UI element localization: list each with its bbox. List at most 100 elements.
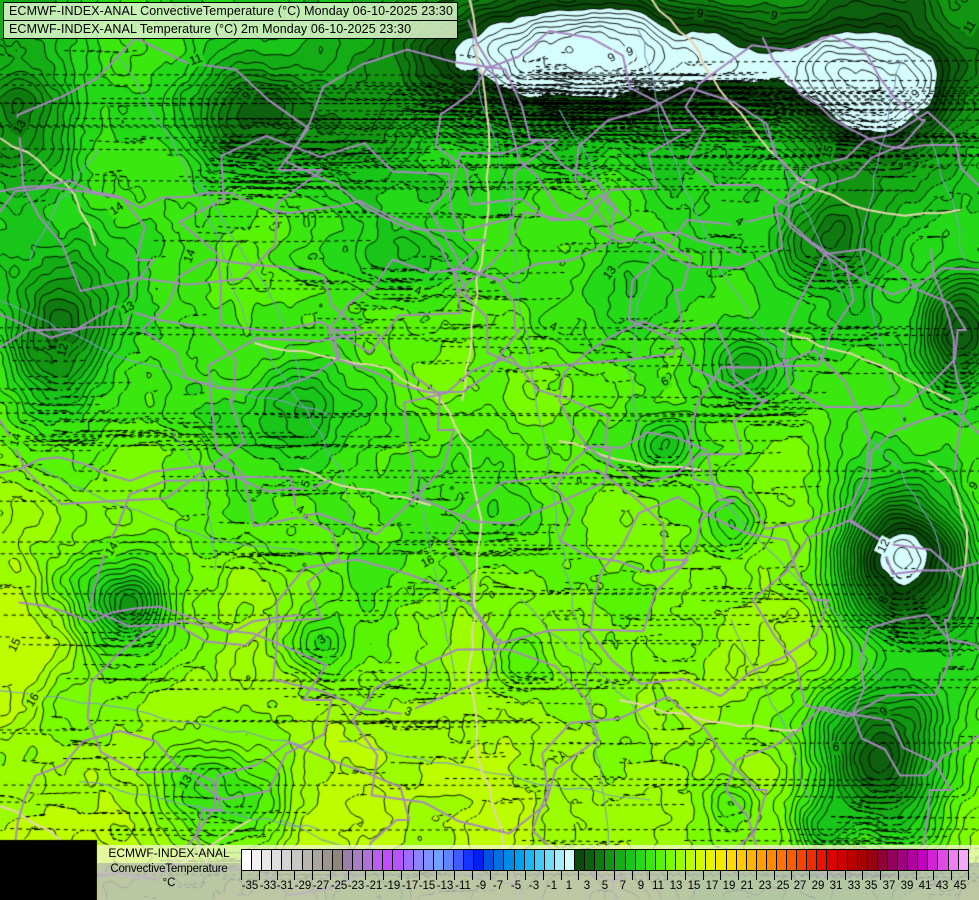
colorbar-cell (847, 850, 858, 870)
colorbar-cell (817, 850, 828, 870)
colorbar-tick (632, 871, 633, 880)
colorbar-ticks (241, 871, 969, 880)
colorbar-tick (649, 871, 650, 880)
colorbar-cell (827, 850, 838, 870)
title-convective-temperature: ECMWF-INDEX-ANAL ConvectiveTemperature (… (3, 2, 459, 21)
colorbar-cell (474, 850, 485, 870)
colorbar-tick (703, 871, 704, 880)
colorbar-tick-label: -1 (546, 880, 558, 892)
colorbar-tick-label: 23 (758, 880, 772, 892)
colorbar-tick-label: 25 (776, 880, 790, 892)
colorbar-tick (507, 871, 508, 880)
colorbar-tick-label: 35 (864, 880, 878, 892)
colorbar-cell (554, 850, 565, 870)
colorbar-tick (454, 871, 455, 880)
colorbar-cell (242, 850, 253, 870)
colorbar-wrapper: -35 -33 -31 -29 -27 -25 -23 -21 -19 -17 -15 -13 -11-… (241, 849, 969, 897)
colorbar-tick-label: 15 (687, 880, 701, 892)
colorbar-cell (504, 850, 515, 870)
colorbar-cell (292, 850, 303, 870)
colorbar-tick (365, 871, 366, 880)
colorbar-cell (756, 850, 767, 870)
colorbar-cell (686, 850, 697, 870)
colorbar-cell (918, 850, 929, 870)
colorbar-tick (294, 871, 295, 880)
colorbar-cell (615, 850, 626, 870)
colorbar-cell (575, 850, 586, 870)
colorbar-tick-label: 37 (882, 880, 896, 892)
colorbar-cell (716, 850, 727, 870)
colorbar-tick-label: 11 (652, 880, 664, 892)
colorbar-cell (655, 850, 666, 870)
colorbar-cell (363, 850, 374, 870)
colorbar-cell (373, 850, 384, 870)
colorbar-tick (756, 871, 757, 880)
colorbar-cell (494, 850, 505, 870)
colorbar-cell (322, 850, 333, 870)
colorbar-tick-label: 17 (705, 880, 719, 892)
colorbar-cell (312, 850, 323, 870)
colorbar-cell (565, 850, 576, 870)
colorbar-tick (490, 871, 491, 880)
colorbar-cell (605, 850, 616, 870)
colorbar[interactable] (241, 849, 969, 871)
colorbar-tick (968, 871, 969, 880)
colorbar-tick-label: 1 (565, 880, 573, 892)
colorbar-tick-label: 9 (637, 880, 645, 892)
colorbar-cell (787, 850, 798, 870)
colorbar-tick-label: -23 (347, 880, 365, 892)
colorbar-tick-label: -7 (492, 880, 504, 892)
colorbar-tick (809, 871, 810, 880)
colorbar-cell (262, 850, 273, 870)
legend-label-group: ECMWF-INDEX-ANAL ConvectiveTemperature °… (101, 845, 237, 891)
colorbar-tick (951, 871, 952, 880)
colorbar-tick-label: 41 (918, 880, 932, 892)
colorbar-cell (353, 850, 364, 870)
colorbar-tick-label: -5 (510, 880, 522, 892)
colorbar-cell (696, 850, 707, 870)
colorbar-tick (561, 871, 562, 880)
colorbar-cell (524, 850, 535, 870)
legend-model-name: ECMWF-INDEX-ANAL (108, 846, 230, 860)
colorbar-tick-label: 27 (793, 880, 807, 892)
colorbar-cell (797, 850, 808, 870)
colorbar-tick-label: -13 (436, 880, 454, 892)
colorbar-tick (774, 871, 775, 880)
colorbar-cell (877, 850, 888, 870)
title-stack: ECMWF-INDEX-ANAL ConvectiveTemperature (… (3, 2, 459, 39)
colorbar-cell (898, 850, 909, 870)
colorbar-cell (282, 850, 293, 870)
colorbar-tick-label: 21 (740, 880, 754, 892)
colorbar-cell (332, 850, 343, 870)
colorbar-tick (472, 871, 473, 880)
colorbar-tick (880, 871, 881, 880)
colorbar-cell (726, 850, 737, 870)
colorbar-tick-label: 43 (935, 880, 949, 892)
colorbar-cell (958, 850, 968, 870)
colorbar-cell (252, 850, 263, 870)
colorbar-cell (443, 850, 454, 870)
colorbar-cell (484, 850, 495, 870)
colorbar-tick (738, 871, 739, 880)
colorbar-cell (867, 850, 878, 870)
colorbar-cell (928, 850, 939, 870)
colorbar-tick-label: -29 (294, 880, 312, 892)
colorbar-tick (436, 871, 437, 880)
colorbar-tick-label: -19 (383, 880, 401, 892)
colorbar-tick-label: 39 (900, 880, 914, 892)
legend-units: °C (162, 877, 176, 889)
colorbar-cell (706, 850, 717, 870)
colorbar-cell (433, 850, 444, 870)
colorbar-tick (312, 871, 313, 880)
colorbar-tick-label: -15 (418, 880, 436, 892)
colorbar-tick-label: 45 (953, 880, 967, 892)
colorbar-tick (827, 871, 828, 880)
colorbar-tick (419, 871, 420, 880)
colorbar-tick-label: 5 (601, 880, 609, 892)
colorbar-tick (791, 871, 792, 880)
colorbar-cell (585, 850, 596, 870)
colorbar-cell (635, 850, 646, 870)
colorbar-cell (837, 850, 848, 870)
colorbar-tick (277, 871, 278, 880)
